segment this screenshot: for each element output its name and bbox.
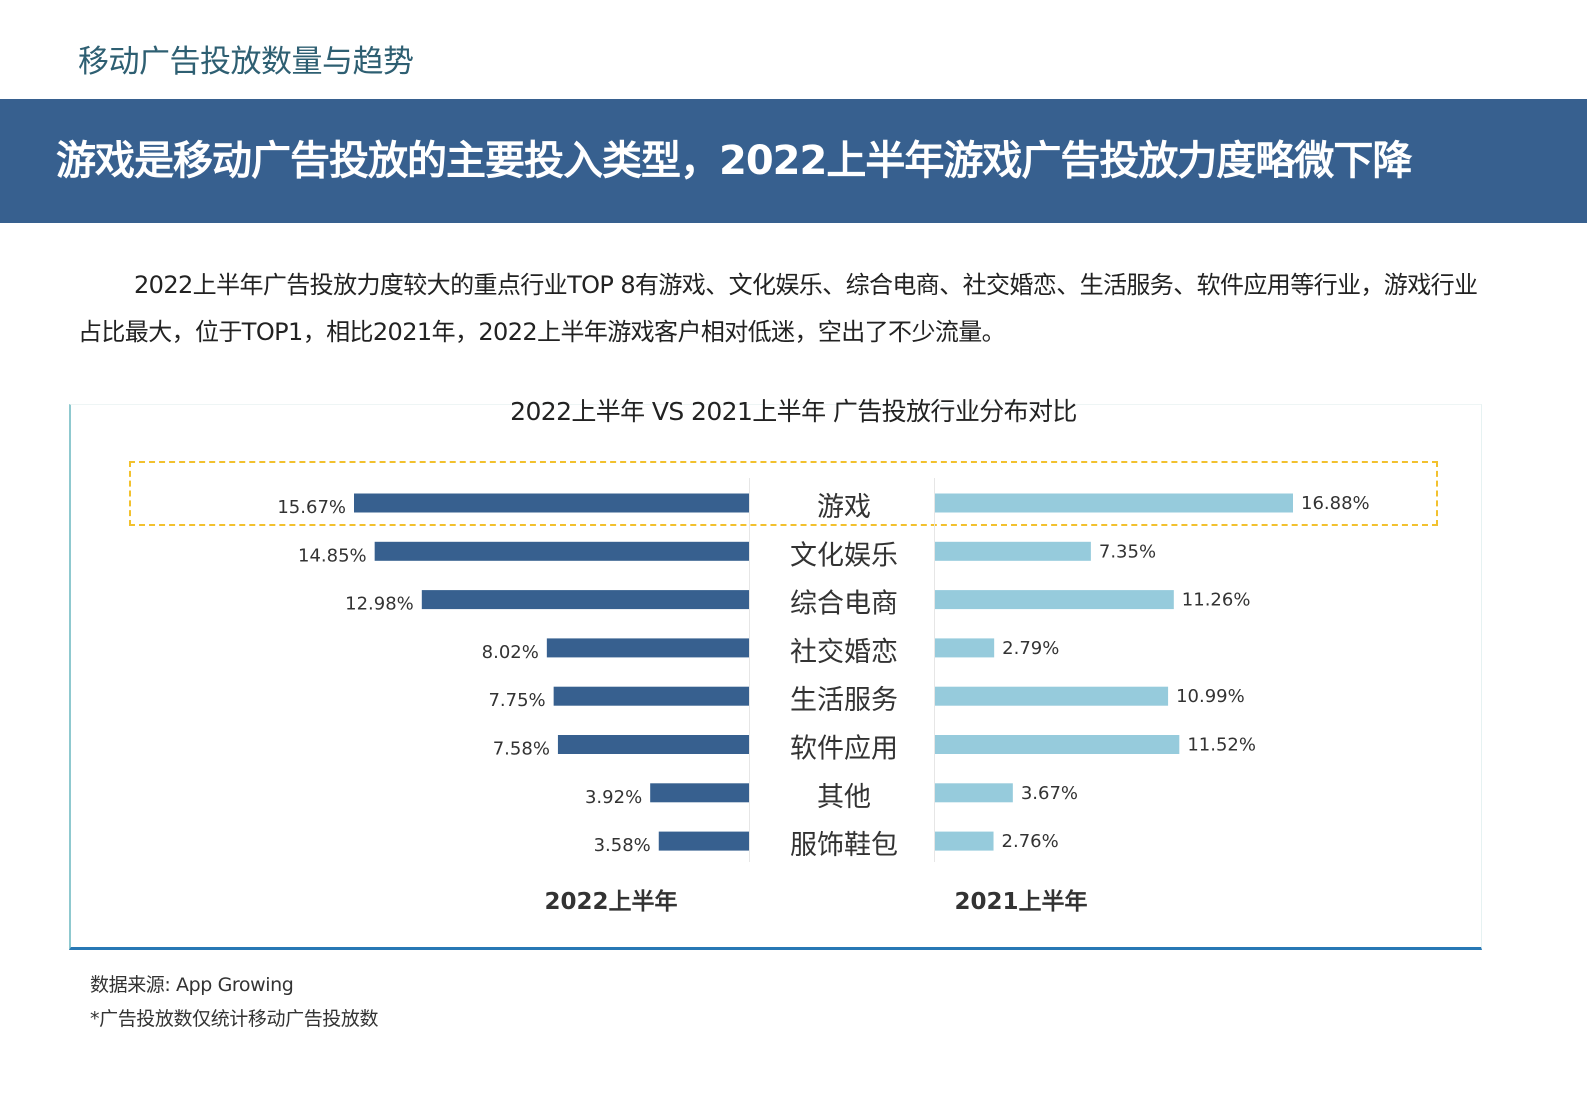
headline-text: 游戏是移动广告投放的主要投入类型，2022上半年游戏广告投放力度略微下降 [56, 138, 1412, 184]
bar-2022 [658, 831, 749, 851]
bar-2021 [935, 783, 1013, 803]
bar-2022 [374, 541, 749, 561]
value-label-2021: 7.35% [1099, 541, 1156, 562]
value-label-2022: 14.85% [298, 545, 367, 566]
category-label: 社交婚恋 [790, 637, 898, 668]
series-label-2022: 2022上半年 [544, 888, 677, 915]
value-label-2022: 7.58% [493, 739, 550, 760]
value-label-2021: 2.79% [1002, 638, 1059, 659]
bar-2021 [935, 638, 995, 658]
category-label: 综合电商 [790, 589, 898, 620]
chart-title: 2022上半年 VS 2021上半年 广告投放行业分布对比 [510, 397, 1077, 426]
category-label: 文化娱乐 [790, 540, 898, 571]
category-label: 生活服务 [790, 685, 898, 716]
bar-2021 [935, 735, 1180, 754]
bar-2022 [421, 590, 749, 610]
bar-2022 [557, 735, 749, 754]
description-paragraph: 2022上半年广告投放力度较大的重点行业TOP 8有游戏、文化娱乐、综合电商、社… [78, 271, 1478, 346]
section-title: 移动广告投放数量与趋势 [78, 44, 414, 80]
bar-2022 [354, 493, 749, 513]
value-label-2021: 2.76% [1002, 831, 1059, 852]
bar-2021 [935, 831, 994, 851]
series-label-2021: 2021上半年 [954, 888, 1087, 915]
category-label: 游戏 [817, 492, 871, 523]
bar-2021 [935, 541, 1091, 561]
value-label-2021: 3.67% [1021, 783, 1078, 804]
value-label-2021: 10.99% [1176, 686, 1245, 707]
bar-2022 [650, 783, 749, 803]
value-label-2022: 12.98% [345, 594, 414, 615]
category-label: 其他 [817, 782, 871, 813]
bar-2021 [935, 590, 1174, 610]
bar-2021 [935, 493, 1293, 513]
value-label-2022: 15.67% [277, 497, 346, 518]
value-label-2022: 7.75% [488, 690, 545, 711]
value-label-2022: 3.58% [594, 835, 651, 856]
chart-frame [69, 404, 1482, 950]
bar-2022 [546, 638, 749, 658]
value-label-2021: 16.88% [1301, 493, 1370, 514]
value-label-2021: 11.26% [1182, 590, 1251, 611]
category-label: 服饰鞋包 [790, 830, 898, 861]
value-label-2022: 8.02% [482, 642, 539, 663]
headline-banner: 游戏是移动广告投放的主要投入类型，2022上半年游戏广告投放力度略微下降 [0, 99, 1587, 223]
data-source: 数据来源: App Growing [90, 974, 294, 996]
value-label-2022: 3.92% [585, 787, 642, 808]
value-label-2021: 11.52% [1187, 735, 1256, 756]
bar-2022 [553, 686, 749, 706]
footnote: *广告投放数仅统计移动广告投放数 [90, 1008, 379, 1030]
category-label: 软件应用 [790, 734, 898, 765]
highlight-box [129, 461, 1438, 526]
bar-2021 [935, 686, 1169, 706]
